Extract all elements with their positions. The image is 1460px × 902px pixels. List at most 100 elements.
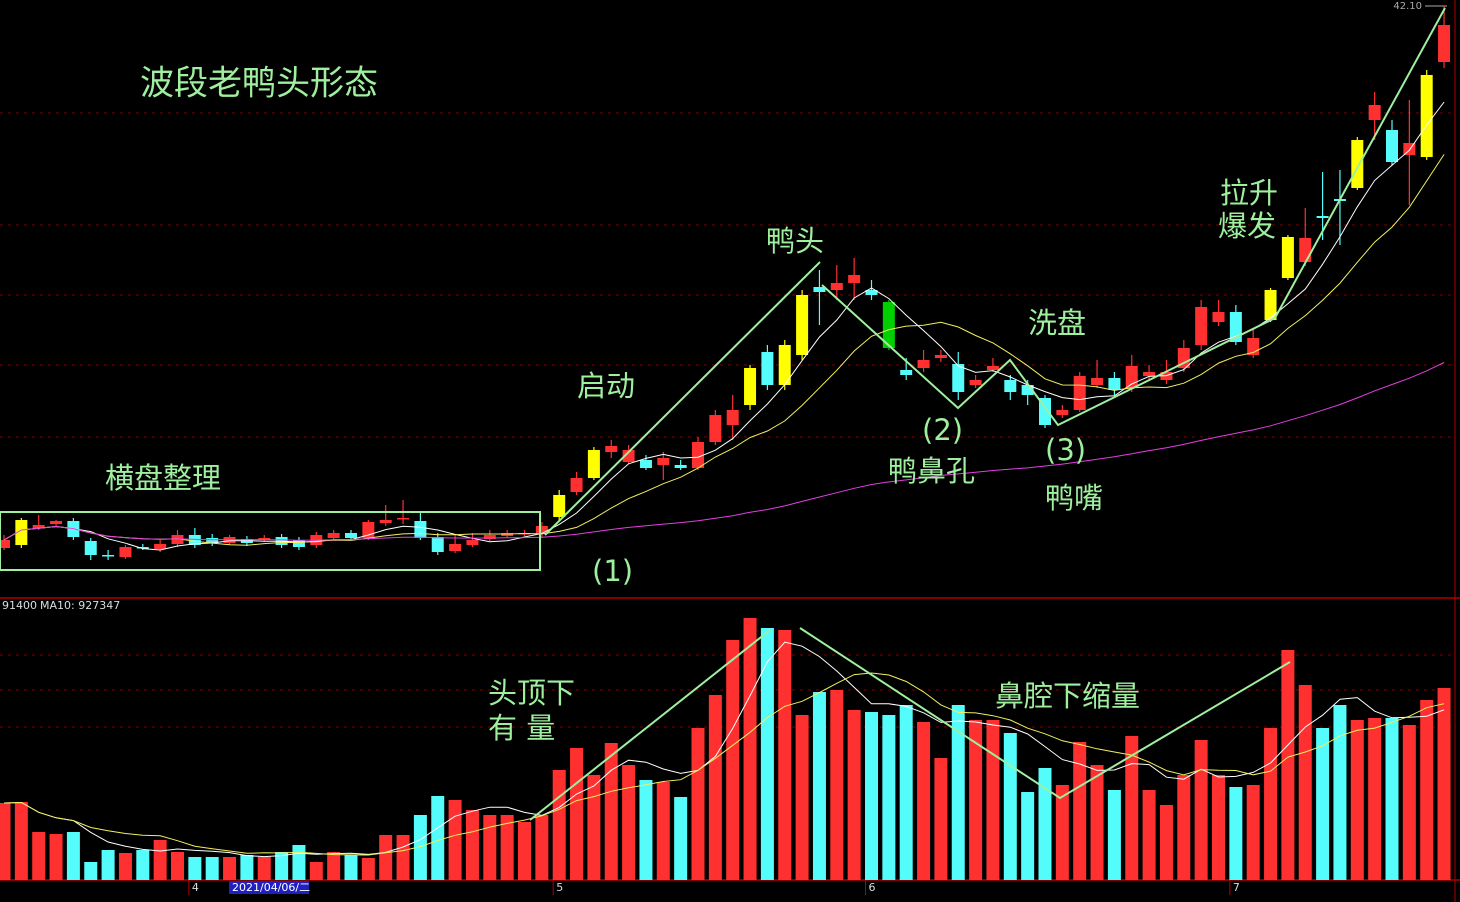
candle-body — [952, 364, 965, 392]
volume-bar — [830, 690, 844, 880]
annotation: 鸭嘴 — [1045, 481, 1103, 515]
candle-body — [969, 380, 982, 385]
volume-bar — [344, 855, 358, 880]
volume-bar — [1142, 790, 1156, 880]
volume-bar — [101, 850, 115, 880]
candle-body — [1281, 237, 1294, 278]
volume-bar — [1298, 685, 1312, 880]
candle-body — [900, 370, 913, 375]
candle-body — [570, 478, 583, 492]
candle-body — [1368, 105, 1381, 120]
volume-bar — [14, 802, 28, 880]
arrow — [529, 629, 771, 821]
volume-ma-line — [3, 641, 1445, 858]
volume-bar — [570, 748, 584, 880]
candle-body — [379, 520, 392, 523]
candle-body — [84, 541, 97, 555]
volume-bar — [1107, 790, 1121, 880]
volume-bar — [309, 862, 323, 880]
candle-body — [934, 355, 947, 358]
ma-line — [3, 154, 1445, 546]
candle-body — [1108, 378, 1121, 390]
candle-body — [171, 535, 184, 544]
volume-bar — [205, 857, 219, 880]
volume-bar — [1333, 705, 1347, 880]
candle-body — [466, 540, 479, 545]
volume-bar — [917, 722, 931, 880]
annotation: 启动 — [577, 369, 635, 403]
candle-body — [102, 555, 115, 557]
volume-bar — [552, 770, 566, 880]
annotation: 爆发 — [1218, 209, 1276, 243]
candle-body — [917, 360, 930, 368]
candle-body — [50, 521, 63, 524]
candle-body — [414, 521, 427, 538]
volume-bar — [379, 835, 393, 880]
x-tick-label: 4 — [192, 881, 199, 894]
candle-body — [692, 442, 704, 468]
volume-bar — [275, 852, 289, 880]
volume-bar — [1350, 720, 1364, 880]
volume-bar — [1090, 765, 1104, 880]
volume-bar — [431, 796, 445, 880]
candle-body — [345, 533, 357, 538]
candle-body — [744, 368, 757, 405]
volume-bar — [778, 630, 792, 880]
volume-bar — [327, 852, 341, 880]
volume-bar — [1073, 742, 1087, 880]
volume-bar — [171, 852, 184, 880]
volume-bar — [708, 695, 722, 880]
volume-bar — [899, 705, 913, 880]
volume-bar — [639, 780, 653, 880]
candle-body — [483, 535, 496, 539]
volume-bar — [413, 815, 427, 880]
marks — [0, 6, 1451, 880]
candle-body — [0, 540, 10, 548]
annotation: 鼻腔下缩量 — [995, 679, 1140, 713]
volume-bar — [934, 758, 948, 880]
candle-body — [674, 465, 687, 468]
x-tick-label: 6 — [869, 881, 876, 894]
candle-body — [1143, 372, 1156, 376]
candle-body — [397, 518, 410, 520]
volume-legend: 91400 — [2, 599, 37, 612]
volume-bar — [986, 720, 1000, 880]
candle-body — [449, 544, 462, 551]
volume-bar — [882, 715, 896, 880]
candle-body — [553, 495, 566, 517]
candle-body — [1125, 366, 1138, 388]
volume-legend: MA10: 927347 — [40, 599, 120, 612]
candle-body — [1299, 238, 1312, 262]
range-box — [0, 511, 541, 571]
cursor-box — [229, 881, 309, 894]
volume-bar — [1420, 700, 1434, 880]
volume-bar — [49, 834, 63, 880]
candle-body — [292, 540, 305, 547]
volume-bar — [136, 850, 150, 880]
candle-body — [848, 275, 861, 283]
candle-body — [1264, 290, 1277, 320]
candle-body — [206, 538, 219, 543]
arrow — [544, 261, 821, 536]
candle-body — [796, 295, 809, 355]
annotation: 鸭鼻孔 — [888, 454, 975, 488]
x-tick-label: 5 — [556, 881, 563, 894]
candle-body — [1004, 380, 1017, 392]
candle-body — [431, 537, 444, 552]
volume-bar — [865, 712, 878, 880]
volume-bar — [795, 715, 809, 880]
volume-bar — [118, 853, 132, 880]
arrow — [821, 7, 1446, 427]
candle-body — [865, 290, 878, 295]
candle-body — [136, 547, 149, 549]
volume-bar — [483, 815, 497, 880]
candle-body — [535, 526, 548, 534]
candle-body — [154, 544, 167, 549]
candle-body — [1316, 216, 1329, 218]
ma-line — [3, 101, 1445, 551]
volume-bar — [1246, 785, 1260, 880]
volume-bar — [587, 775, 601, 880]
x-tick-label: 7 — [1233, 881, 1240, 894]
